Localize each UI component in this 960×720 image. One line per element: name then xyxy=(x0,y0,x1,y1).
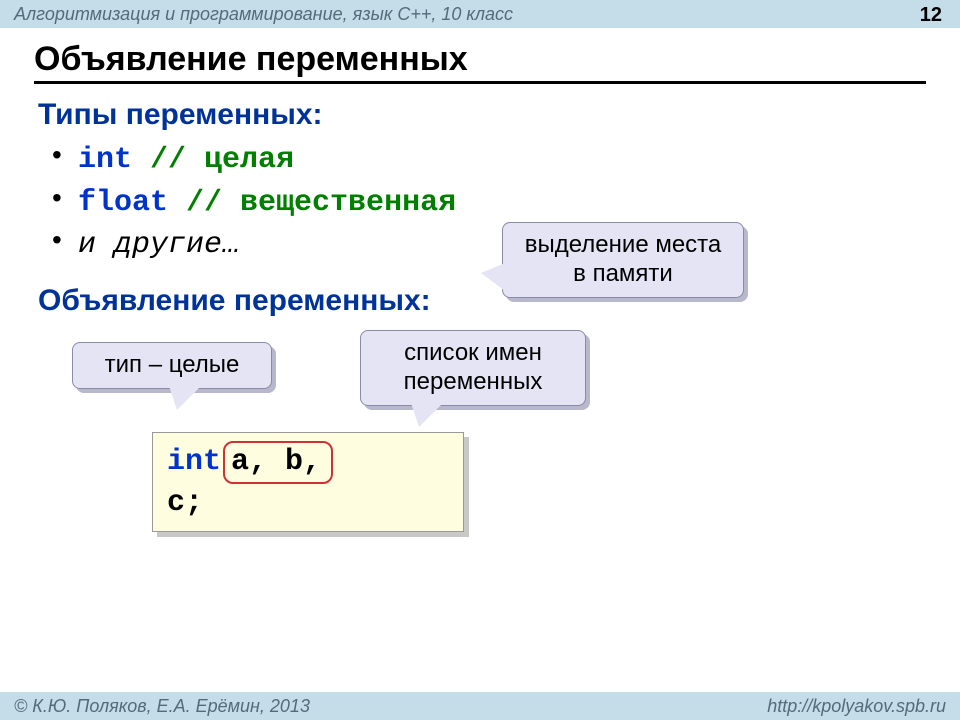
callout-memory-text: выделение места в памяти xyxy=(525,231,722,287)
code-box: int a, b, c; xyxy=(152,432,464,532)
others-text: и другие… xyxy=(78,228,240,262)
callout-type-text: тип – целые xyxy=(105,351,240,378)
callout-tail xyxy=(411,403,443,427)
slide-title: Объявление переменных xyxy=(34,40,926,84)
callout-memory: выделение места в памяти xyxy=(502,222,744,298)
slide-footer: © К.Ю. Поляков, Е.А. Ерёмин, 2013 http:/… xyxy=(0,692,960,720)
types-list: int // целая float // вещественная и дру… xyxy=(38,138,922,266)
keyword-float: float xyxy=(78,186,186,220)
code-keyword: int xyxy=(167,445,221,479)
comment-float: // вещественная xyxy=(186,186,456,220)
type-item-int: int // целая xyxy=(78,138,922,181)
type-item-others: и другие… xyxy=(78,223,922,266)
title-area: Объявление переменных xyxy=(0,28,960,88)
type-item-float: float // вещественная xyxy=(78,181,922,224)
callout-tail xyxy=(481,263,505,291)
callout-tail xyxy=(169,386,201,410)
callout-type: тип – целые xyxy=(72,342,272,389)
content-area: Типы переменных: int // целая float // в… xyxy=(0,88,960,318)
decl-label: Объявление переменных: xyxy=(38,284,922,318)
page-number: 12 xyxy=(920,4,942,27)
footer-authors: © К.Ю. Поляков, Е.А. Ерёмин, 2013 xyxy=(14,696,310,717)
slide-header: Алгоритмизация и программирование, язык … xyxy=(0,0,960,28)
code-vars: a, b, xyxy=(231,445,321,479)
footer-url: http://kpolyakov.spb.ru xyxy=(767,696,946,717)
keyword-int: int xyxy=(78,143,150,177)
callout-list: список имен переменных xyxy=(360,330,586,406)
comment-int: // целая xyxy=(150,143,294,177)
highlight-vars: a, b, xyxy=(223,441,333,484)
types-label: Типы переменных: xyxy=(38,98,922,132)
code-rest: c; xyxy=(167,486,203,520)
callout-list-text: список имен переменных xyxy=(404,339,543,395)
course-label: Алгоритмизация и программирование, язык … xyxy=(14,4,513,25)
